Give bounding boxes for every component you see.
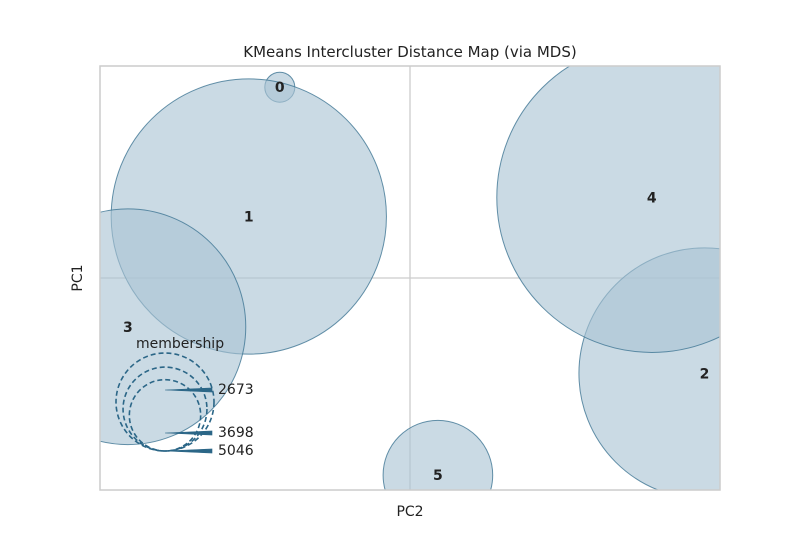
legend-pointer-3698 [164, 430, 213, 436]
membership-legend: membership 2673 3698 5046 [115, 336, 254, 459]
cluster-5-label: 5 [433, 468, 443, 484]
cluster-5-circle [382, 419, 494, 490]
legend-pointer-2673 [164, 387, 213, 393]
legend-label-2673: 2673 [218, 382, 254, 398]
x-axis-label: PC2 [396, 504, 423, 520]
cluster-2-label: 2 [700, 366, 710, 382]
legend-title: membership [136, 336, 224, 352]
cluster-0-label: 0 [275, 80, 285, 96]
legend-label-3698: 3698 [218, 425, 254, 441]
plot-frame [99, 65, 721, 491]
chart-title: KMeans Intercluster Distance Map (via MD… [243, 43, 576, 61]
cluster-1-label: 1 [244, 210, 254, 226]
cluster-circles [100, 66, 720, 490]
y-axis-label: PC1 [70, 264, 86, 291]
cluster-3-circle [100, 208, 247, 446]
legend-label-5046: 5046 [218, 443, 254, 459]
legend-pointer-5046 [164, 448, 213, 454]
cluster-3-label: 3 [123, 320, 133, 336]
cluster-4-circle [496, 66, 720, 353]
plot-area: 0 1 2 3 4 5 [99, 65, 721, 491]
cluster-4-label: 4 [647, 190, 657, 206]
legend-circle-2673 [128, 378, 202, 452]
